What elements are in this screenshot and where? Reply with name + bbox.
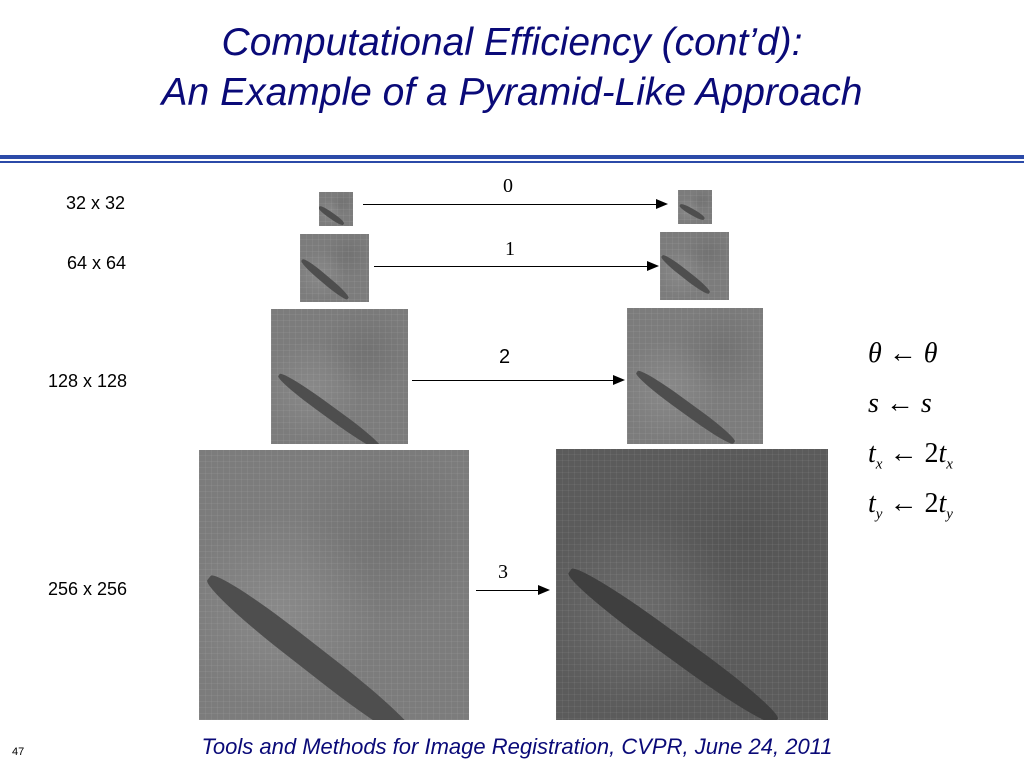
source-image-32 — [319, 192, 353, 226]
size-label-32: 32 x 32 — [66, 193, 126, 213]
size-label-256: 256 x 256 — [48, 579, 128, 599]
target-image-128 — [627, 308, 763, 444]
source-image-64 — [300, 234, 369, 302]
equation-tx: tx ← 2tx — [868, 438, 953, 473]
arrow-label-3: 3 — [498, 561, 508, 583]
title-divider-thin — [0, 161, 1024, 163]
arrow-label-0: 0 — [503, 175, 513, 197]
size-label-128: 128 x 128 — [48, 371, 128, 391]
arrow-0-line — [363, 204, 657, 205]
update-equations: θ ← θ s ← s tx ← 2tx ty ← 2ty — [868, 334, 953, 534]
page-number: 47 — [12, 746, 25, 758]
arrow-2-head — [613, 375, 625, 385]
arrow-3-head — [538, 585, 550, 595]
target-image-32 — [678, 190, 712, 224]
slide-title-line-2: An Example of a Pyramid-Like Approach — [161, 71, 863, 114]
title-divider-thick — [0, 155, 1024, 159]
arrow-0-head — [656, 199, 668, 209]
arrow-3-line — [476, 590, 539, 591]
arrow-2-line — [412, 380, 614, 381]
equation-theta: θ ← θ — [868, 338, 938, 369]
arrow-1-line — [374, 266, 648, 267]
equation-scale: s ← s — [868, 388, 932, 419]
arrow-1-head — [647, 261, 659, 271]
slide-footer: Tools and Methods for Image Registration… — [201, 734, 833, 759]
slide-title: Computational Efficiency (cont’d): An Ex… — [0, 18, 1024, 118]
size-label-64: 64 x 64 — [67, 253, 127, 273]
slide-title-line-1: Computational Efficiency (cont’d): — [221, 21, 803, 64]
arrow-label-1: 1 — [505, 238, 515, 260]
arrow-label-2: 2 — [499, 346, 511, 368]
target-image-64 — [660, 232, 729, 300]
source-image-128 — [271, 309, 408, 444]
equation-ty: ty ← 2ty — [868, 488, 953, 523]
target-image-256 — [556, 449, 828, 720]
source-image-256 — [199, 450, 469, 720]
